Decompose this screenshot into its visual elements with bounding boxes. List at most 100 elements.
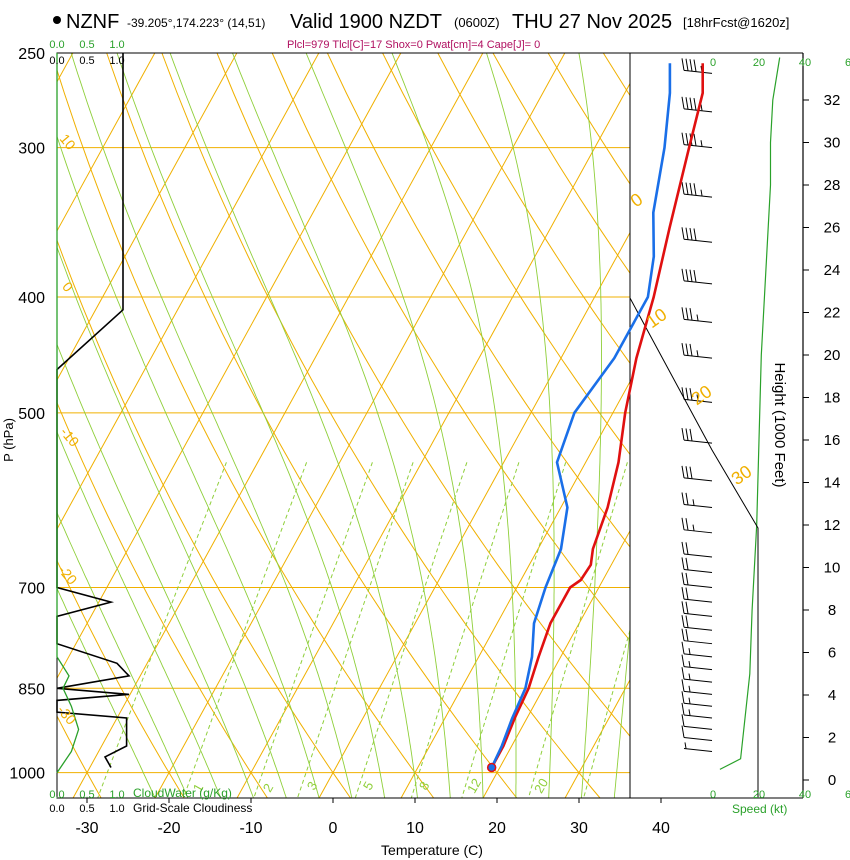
mixing-ratio-lines: [97, 462, 630, 798]
dry-adiabat-line: [106, 53, 518, 798]
pressure-tick-label: 250: [18, 46, 45, 63]
surface-parcel-marker: [486, 762, 497, 773]
wind-barb: [681, 517, 713, 534]
moist-adiabat-line: [57, 134, 320, 798]
mixing-ratio-line: [97, 462, 227, 798]
height-tick-label: 24: [824, 262, 841, 279]
wind-barb: [681, 601, 713, 617]
wind-barb: [681, 492, 713, 508]
dry-adiabat-line: [216, 53, 630, 737]
dry-adiabat-line: [437, 53, 630, 365]
temperature-tick-label: -10: [239, 820, 262, 837]
height-tick-label: 28: [824, 177, 841, 194]
isotherm-line: [318, 231, 630, 798]
isobar-lines: [57, 52, 630, 774]
moist-adiabat-lines: [57, 53, 630, 798]
dry-adiabat-line: [57, 715, 102, 798]
dry-adiabat-line: [57, 238, 351, 798]
speed-top-tick: 6: [845, 57, 850, 69]
dry-adiabat-label: -10: [57, 424, 82, 450]
wind-barb: [683, 742, 713, 752]
cloudiness-bottom-tick: 0.5: [79, 803, 94, 815]
wind-barb: [681, 465, 713, 482]
auxiliary-axes: 0.00.00.00.00.50.50.50.51.01.01.01.00 20 4…: [49, 39, 850, 815]
y-axis-title: P (hPa): [1, 418, 16, 462]
moist-adiabat-line: [486, 53, 555, 798]
dry-adiabat-label: 10: [57, 131, 79, 153]
wind-barb: [681, 227, 713, 243]
moist-adiabat-line: [57, 430, 222, 798]
wind-barb: [681, 387, 713, 403]
parcel-boundary-line: [629, 297, 759, 798]
height-tick-label: 16: [824, 432, 841, 449]
x-axis-title: Temperature (C): [381, 842, 483, 858]
cloud-water-line: [56, 53, 80, 774]
cloudiness-profile: [56, 53, 131, 768]
mixing-ratio-label: 2: [260, 781, 277, 795]
mixing-ratio-line: [461, 462, 567, 798]
dry-adiabat-line: [492, 53, 630, 274]
height-tick-label: 12: [824, 517, 841, 534]
wind-barb: [681, 691, 713, 707]
moist-adiabat-line: [169, 53, 418, 798]
wind-barb: [681, 679, 713, 695]
isotherm-line: [236, 82, 630, 798]
moist-adiabat-line: [391, 53, 517, 798]
wind-barb: [681, 702, 713, 719]
wind-speed-line: [719, 57, 781, 770]
height-tick-label: 4: [828, 687, 836, 704]
height-tick-label: 18: [824, 390, 841, 407]
height-tick-label: 26: [824, 220, 841, 237]
cloudiness-bottom-tick: 1.0: [109, 803, 124, 815]
wind-barb: [681, 667, 713, 683]
pressure-tick-label: 400: [18, 290, 45, 307]
pressure-tick-label: 850: [18, 681, 45, 698]
mixing-ratio-line: [297, 462, 414, 798]
moist-adiabat-line: [57, 343, 254, 798]
height-tick-label: 14: [824, 475, 841, 492]
pressure-tick-label: 500: [18, 406, 45, 423]
cloudiness-label: Grid-Scale Cloudiness: [133, 801, 252, 815]
isotherm-line: [57, 53, 320, 531]
wind-barb: [681, 615, 713, 631]
speed-bottom-tick: 40: [799, 789, 811, 801]
speed-bottom-tick: 20: [753, 789, 765, 801]
pressure-tick-label: 700: [18, 581, 45, 598]
temperature-line: [490, 63, 705, 769]
wind-barb: [681, 343, 713, 359]
wind-barb: [681, 182, 713, 198]
height-tick-label: 32: [824, 92, 841, 109]
isotherm-line: [154, 53, 566, 798]
temperature-tick-label: 40: [652, 820, 670, 837]
wind-barb: [681, 541, 713, 558]
wind-barbs: [681, 58, 713, 752]
wind-barb: [681, 557, 713, 573]
moist-adiabat-line: [578, 53, 602, 798]
temperature-tick-label: 0: [329, 820, 338, 837]
wind-barb: [681, 58, 713, 74]
temperature-tick-label: -20: [157, 820, 180, 837]
isotherm-line: [564, 678, 630, 798]
isotherm-line: [482, 529, 630, 798]
height-tick-label: 0: [828, 772, 836, 789]
speed-top-tick: 0: [710, 57, 716, 69]
isotherm-line: [72, 53, 484, 798]
speed-bottom-tick: 6: [845, 789, 850, 801]
station-name: NZNF: [66, 11, 119, 33]
mixing-ratio-line: [528, 462, 628, 798]
dry-adiabat-label: 30: [728, 461, 756, 489]
moist-adiabat-line: [57, 587, 156, 798]
forecast-info: [18hrFcst@1620z]: [683, 15, 789, 30]
wind-barb: [681, 641, 713, 658]
temperature-tick-label: 10: [406, 820, 424, 837]
temperature-tick-label: -30: [75, 820, 98, 837]
cloudiness-bottom-tick: 0.0: [49, 803, 64, 815]
pressure-tick-label: 300: [18, 141, 45, 158]
mixing-ratio-label: 5: [360, 779, 377, 793]
dry-adiabat-line: [57, 401, 268, 798]
wind-barb: [681, 587, 713, 603]
dry-adiabat-line: [57, 559, 185, 798]
moist-adiabat-line: [57, 245, 287, 798]
